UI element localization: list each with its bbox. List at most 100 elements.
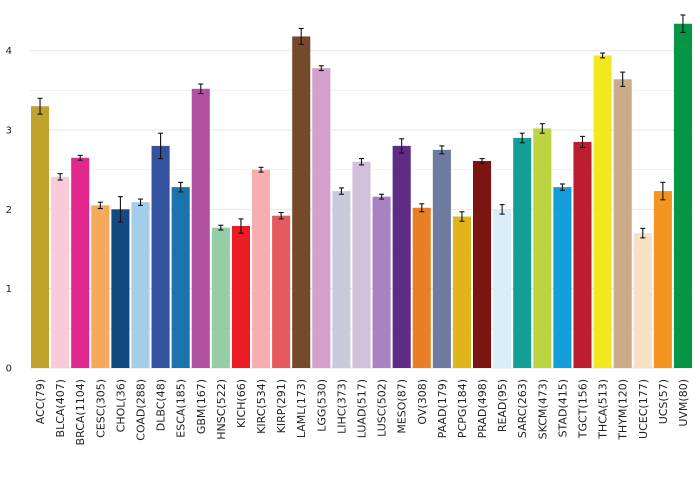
bar-kirp xyxy=(272,215,291,368)
x-tick-label: TGCT(156) xyxy=(577,379,590,439)
error-bar xyxy=(680,14,686,34)
error-bar xyxy=(379,193,385,200)
error-bar xyxy=(620,71,626,87)
bar-stad xyxy=(553,187,572,368)
error-bar xyxy=(519,132,525,144)
bar-chol xyxy=(111,209,130,368)
x-tick-label: LIHC(373) xyxy=(335,379,348,434)
x-tick-label: CHOL(36) xyxy=(114,379,127,432)
bar-brca xyxy=(71,157,90,368)
error-bar xyxy=(218,224,224,231)
y-tick-label: 3 xyxy=(6,126,12,137)
error-bar xyxy=(640,227,646,239)
error-bar xyxy=(439,145,445,155)
y-axis-tick-labels: 0 1 2 3 4 xyxy=(6,46,12,374)
x-tick-label: PAAD(179) xyxy=(436,379,449,438)
x-tick-label: STAD(415) xyxy=(556,379,569,437)
error-bar xyxy=(359,158,364,166)
x-tick-label: LUSC(502) xyxy=(376,379,389,437)
bar-prad xyxy=(473,160,492,368)
error-bar xyxy=(158,132,164,160)
x-tick-label: KIRP(291) xyxy=(275,379,288,433)
x-axis-category-labels: ACC(79) BLCA(407) BRCA(1104) CESC(305) CHOL(… xyxy=(34,379,690,445)
bar-meso xyxy=(392,145,411,368)
x-tick-label: UVM(80) xyxy=(677,379,690,427)
error-bar xyxy=(479,158,485,164)
bar-gbm xyxy=(191,88,210,368)
error-bar xyxy=(419,203,425,213)
y-tick-label: 4 xyxy=(6,46,12,57)
error-bar xyxy=(399,138,405,154)
bar-lihc xyxy=(332,191,351,368)
y-tick-label: 1 xyxy=(6,284,12,295)
error-bar xyxy=(57,173,63,181)
bar-luad xyxy=(352,161,371,368)
x-tick-label: LUAD(517) xyxy=(356,379,369,438)
error-bar xyxy=(499,204,505,215)
x-tick-label: ESCA(185) xyxy=(175,379,188,438)
error-bar xyxy=(138,198,143,206)
x-tick-label: LGG(530) xyxy=(315,379,328,432)
x-tick-label: LAML(173) xyxy=(295,379,308,438)
x-tick-label: MESO(87) xyxy=(396,379,409,434)
bar-acc xyxy=(31,106,50,368)
x-tick-label: GBM(167) xyxy=(195,379,208,434)
bar-cesc xyxy=(91,205,110,368)
bar-lgg xyxy=(312,68,331,368)
x-tick-label: PRAD(498) xyxy=(476,379,489,438)
bar-thym xyxy=(613,79,632,368)
bar-coad xyxy=(131,202,150,368)
bar-lusc xyxy=(372,196,391,368)
x-tick-label: HNSC(522) xyxy=(215,379,228,440)
bar-thca xyxy=(593,55,612,369)
x-tick-label: UCS(57) xyxy=(657,379,670,424)
error-bar xyxy=(97,201,103,210)
x-tick-label: SARC(263) xyxy=(516,379,529,438)
x-tick-label: KIRC(534) xyxy=(255,379,268,434)
x-tick-label: COAD(288) xyxy=(135,379,148,441)
error-bar xyxy=(238,218,244,234)
error-bars xyxy=(37,14,686,239)
bar-esca xyxy=(171,187,190,368)
x-tick-label: THYM(120) xyxy=(617,379,630,441)
error-bar xyxy=(77,154,83,161)
bar-tgct xyxy=(573,141,592,368)
error-bar xyxy=(178,181,184,193)
bar-ucs xyxy=(653,191,672,368)
x-tick-label: UCEC(177) xyxy=(637,379,650,439)
x-tick-label: PCPG(184) xyxy=(456,379,469,438)
x-tick-label: SKCM(473) xyxy=(536,379,549,439)
error-bar xyxy=(660,181,666,201)
x-tick-label: OV(308) xyxy=(416,379,429,425)
bar-kich xyxy=(231,226,250,368)
bar-kirc xyxy=(252,169,271,368)
bar-laml xyxy=(292,36,311,369)
bar-blca xyxy=(51,176,70,368)
error-bar xyxy=(539,123,545,134)
x-tick-label: DLBC(48) xyxy=(155,379,168,431)
bar-ucec xyxy=(633,233,652,368)
error-bar xyxy=(318,65,324,72)
error-bar xyxy=(600,52,606,59)
x-tick-label: KICH(66) xyxy=(235,379,248,428)
error-bar xyxy=(338,187,344,195)
error-bar xyxy=(258,166,264,173)
error-bar xyxy=(198,83,204,95)
x-tick-label: CESC(305) xyxy=(94,379,107,438)
x-tick-label: THCA(513) xyxy=(597,379,610,440)
bar-ov xyxy=(412,207,431,368)
bar-dlbc xyxy=(151,145,170,368)
x-tick-label: BRCA(1104) xyxy=(74,379,87,445)
bar-paad xyxy=(432,149,451,368)
x-tick-label: BLCA(407) xyxy=(54,379,67,437)
bar-hnsc xyxy=(211,227,230,368)
bar-read xyxy=(493,209,512,368)
bar-uvm xyxy=(673,23,692,369)
bar-skcm xyxy=(533,128,552,368)
bars xyxy=(31,23,692,369)
error-bar xyxy=(459,211,465,222)
error-bar xyxy=(278,211,284,220)
error-bar xyxy=(298,27,304,45)
error-bar xyxy=(117,196,123,223)
